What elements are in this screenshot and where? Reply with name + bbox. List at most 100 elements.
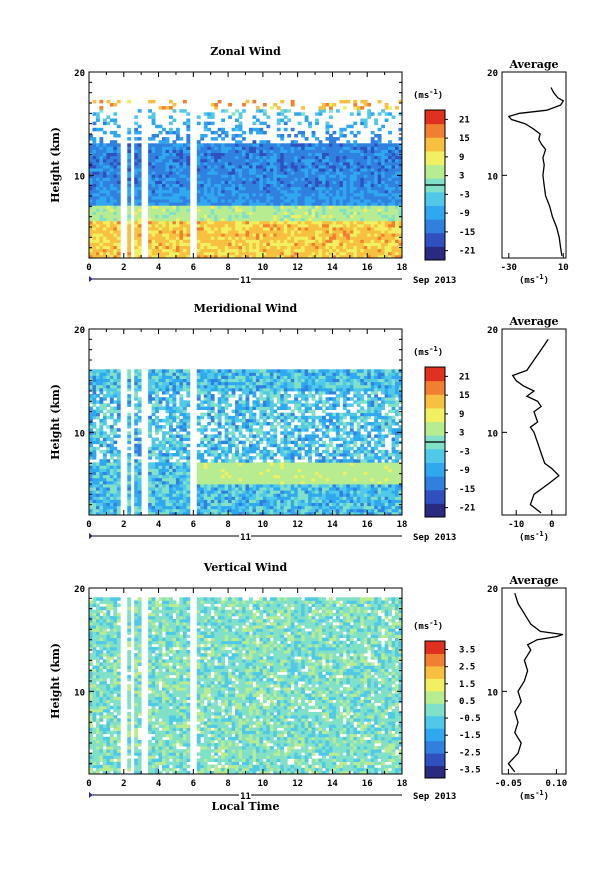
heatmap-cell xyxy=(113,202,118,206)
heatmap-cell xyxy=(287,487,292,491)
heatmap-cell xyxy=(252,99,257,104)
heatmap-cell xyxy=(224,180,229,184)
heatmap-cell xyxy=(339,189,344,194)
heatmap-cell xyxy=(259,245,264,250)
heatmap-cell xyxy=(363,149,368,153)
heatmap-cell xyxy=(301,171,306,175)
heatmap-cell xyxy=(311,177,316,181)
heatmap-cell xyxy=(287,474,292,479)
heatmap-cell xyxy=(276,205,281,209)
heatmap-cell xyxy=(113,214,118,219)
heatmap-cell xyxy=(255,505,260,510)
heatmap-cell xyxy=(168,121,173,126)
heatmap-cell xyxy=(127,502,132,507)
heatmap-cell xyxy=(242,168,246,172)
heatmap-cell xyxy=(304,471,309,476)
heatmap-cell xyxy=(325,239,330,243)
heatmap-cell xyxy=(99,161,104,166)
heatmap-cell xyxy=(134,183,139,188)
heatmap-cell xyxy=(92,502,97,507)
heatmap-cell xyxy=(200,180,205,184)
heatmap-cell xyxy=(398,180,403,184)
heatmap-cell xyxy=(294,487,299,491)
heatmap-cell xyxy=(280,217,285,222)
heatmap-cell xyxy=(370,196,375,200)
heatmap-cell xyxy=(287,202,292,206)
heatmap-cell xyxy=(381,149,386,153)
heatmap-cell xyxy=(203,490,208,494)
heatmap-cell xyxy=(238,165,243,169)
heatmap-cell xyxy=(315,158,319,163)
heatmap-cell xyxy=(280,158,285,163)
heatmap-cell xyxy=(235,480,239,485)
heatmap-cell xyxy=(217,180,222,184)
heatmap-cell xyxy=(203,465,208,469)
heatmap-cell xyxy=(203,242,208,246)
heatmap-cell xyxy=(280,245,285,250)
heatmap-cell xyxy=(283,171,288,175)
heatmap-cell xyxy=(346,180,351,184)
heatmap-cell xyxy=(242,220,246,225)
y-tick-label: 10 xyxy=(74,172,85,182)
heatmap-cell xyxy=(325,155,330,160)
heatmap-cell xyxy=(158,248,163,253)
heatmap-cell xyxy=(214,155,219,160)
heatmap-cell xyxy=(335,211,340,215)
heatmap-cell xyxy=(283,223,288,228)
heatmap-cell xyxy=(287,245,292,250)
heatmap-cell xyxy=(283,245,288,250)
heatmap-cell xyxy=(134,211,139,215)
heatmap-cell xyxy=(179,186,184,191)
heatmap-cell xyxy=(92,177,97,181)
heatmap-cell xyxy=(273,502,278,507)
heatmap-cell xyxy=(391,211,396,215)
heatmap-cell xyxy=(367,168,372,172)
heatmap-cell xyxy=(328,137,333,141)
heatmap-cell xyxy=(349,236,354,240)
heatmap-cell xyxy=(259,158,264,163)
heatmap-cell xyxy=(349,505,354,510)
heatmap-cell xyxy=(297,192,302,197)
heatmap-cell xyxy=(325,127,330,132)
heatmap-cell xyxy=(113,223,118,228)
heatmap-cell xyxy=(231,493,236,497)
heatmap-cell xyxy=(116,251,121,256)
heatmap-cell xyxy=(165,143,170,147)
heatmap-cell xyxy=(203,180,208,184)
heatmap-cell xyxy=(304,245,309,250)
heatmap-cell xyxy=(294,511,299,516)
heatmap-cell xyxy=(203,211,208,215)
heatmap-cell xyxy=(200,477,205,482)
heatmap-cell xyxy=(113,239,118,243)
heatmap-cell xyxy=(304,511,309,516)
heatmap-cell xyxy=(328,459,333,463)
heatmap-cell xyxy=(106,99,111,104)
heatmap-cell xyxy=(116,254,121,259)
heatmap-cell xyxy=(290,196,295,200)
heatmap-cell xyxy=(297,502,302,507)
heatmap-cell xyxy=(186,214,191,219)
heatmap-cell xyxy=(158,168,163,172)
heatmap-cell xyxy=(255,186,260,191)
heatmap-cell xyxy=(207,484,212,488)
heatmap-cell xyxy=(290,174,295,178)
colorbar-tick-label: 3 xyxy=(459,172,464,182)
heatmap-cell xyxy=(353,168,358,172)
heatmap-cell xyxy=(207,223,212,228)
heatmap-cell xyxy=(207,245,212,250)
heatmap-cell xyxy=(332,202,337,206)
heatmap-cell xyxy=(203,484,208,488)
heatmap-cell xyxy=(231,217,236,222)
heatmap-cell xyxy=(116,192,121,197)
heatmap-cell xyxy=(109,223,114,228)
heatmap-cell xyxy=(109,484,114,488)
heatmap-cell xyxy=(151,223,156,228)
heatmap-cell xyxy=(217,505,222,510)
heatmap-cell xyxy=(259,480,264,485)
heatmap-cell xyxy=(245,186,250,191)
heatmap-cell xyxy=(308,155,312,160)
heatmap-cell xyxy=(196,202,201,206)
heatmap-cell xyxy=(318,214,323,219)
heatmap-cell xyxy=(259,502,264,507)
heatmap-cell xyxy=(266,502,271,507)
